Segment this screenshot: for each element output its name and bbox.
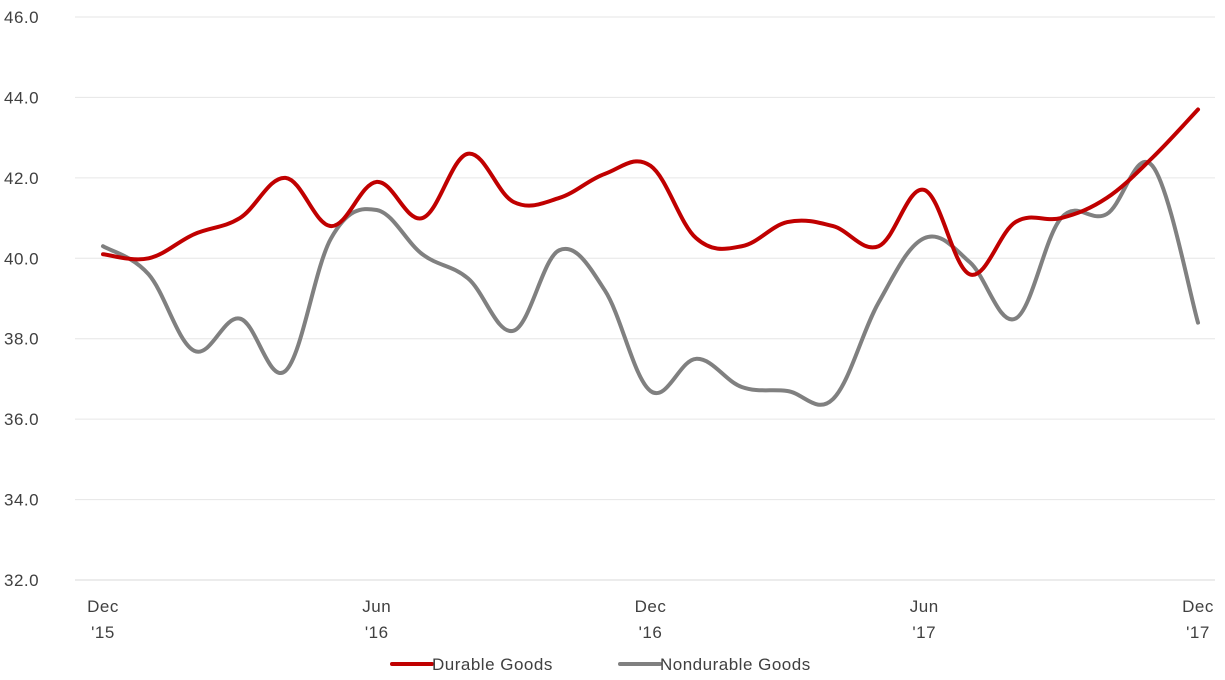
series-line-nondurable-goods — [101, 160, 1200, 407]
x-tick-label-month: Jun — [910, 597, 939, 616]
y-tick-label: 44.0 — [4, 88, 39, 107]
y-tick-label: 34.0 — [4, 491, 39, 510]
series-lines — [101, 107, 1200, 407]
series-line-durable-goods — [101, 107, 1200, 277]
x-tick-label-month: Dec — [635, 597, 667, 616]
y-tick-label: 40.0 — [4, 249, 39, 268]
x-tick-label-year: '16 — [365, 623, 389, 642]
y-tick-label: 38.0 — [4, 330, 39, 349]
y-tick-label: 46.0 — [4, 8, 39, 27]
legend-label-nondurable-goods: Nondurable Goods — [660, 655, 811, 674]
x-axis: Dec '15 Jun '16 Dec '16 Jun '17 Dec '17 — [87, 597, 1214, 642]
y-tick-label: 36.0 — [4, 410, 39, 429]
legend-label-durable-goods: Durable Goods — [432, 655, 553, 674]
x-tick-label-year: '17 — [1186, 623, 1210, 642]
x-tick-label-year: '15 — [91, 623, 115, 642]
legend: Durable Goods Nondurable Goods — [390, 655, 811, 674]
y-tick-label: 42.0 — [4, 169, 39, 188]
x-tick-label-month: Jun — [362, 597, 391, 616]
y-axis: 32.0 34.0 36.0 38.0 40.0 42.0 44.0 46.0 — [4, 8, 39, 590]
y-tick-label: 32.0 — [4, 571, 39, 590]
x-tick-label-month: Dec — [87, 597, 119, 616]
x-tick-label-month: Dec — [1182, 597, 1214, 616]
x-tick-label-year: '17 — [912, 623, 936, 642]
x-tick-label-year: '16 — [639, 623, 663, 642]
gridlines — [75, 16, 1215, 581]
